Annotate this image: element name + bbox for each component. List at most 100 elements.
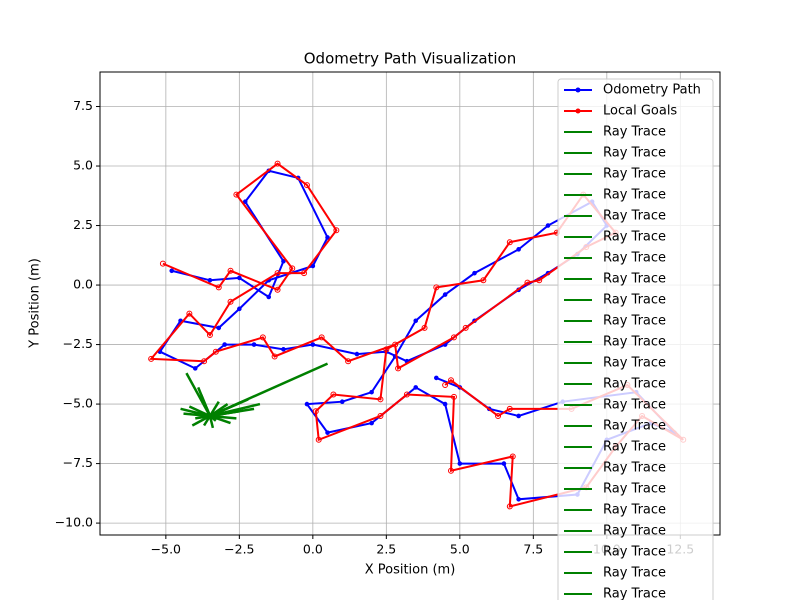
legend-label: Ray Trace <box>603 587 666 600</box>
goal-marker <box>506 239 513 246</box>
goal-marker <box>259 334 266 341</box>
chart-title: Odometry Path Visualization <box>304 50 517 68</box>
path-marker <box>222 342 227 347</box>
series-line <box>209 409 240 418</box>
goal-marker <box>377 412 384 419</box>
path-marker <box>281 347 286 352</box>
path-marker <box>325 430 330 435</box>
goal-marker <box>303 182 310 189</box>
goal-marker <box>318 334 325 341</box>
legend-label: Ray Trace <box>603 524 666 539</box>
y-tick-label: −2.5 <box>63 336 93 351</box>
goal-marker <box>524 279 531 286</box>
legend-label: Ray Trace <box>603 314 666 329</box>
legend-label: Ray Trace <box>603 398 666 413</box>
legend-label: Ray Trace <box>603 230 666 245</box>
legend-label: Ray Trace <box>603 188 666 203</box>
legend-label: Ray Trace <box>603 209 666 224</box>
path-marker <box>169 268 175 274</box>
goal-marker <box>333 227 340 234</box>
path-marker <box>442 401 448 407</box>
goal-marker <box>289 265 296 272</box>
goal-marker <box>233 191 240 198</box>
legend-label: Ray Trace <box>603 251 666 266</box>
goal-marker <box>395 365 402 372</box>
y-axis-label: Y Position (m) <box>28 258 43 349</box>
legend-label: Ray Trace <box>603 146 666 161</box>
path-marker <box>354 351 360 357</box>
goal-marker <box>301 270 308 277</box>
path-marker <box>310 342 316 347</box>
legend-label: Ray Trace <box>603 272 666 287</box>
goal-marker <box>186 310 193 317</box>
goal-marker <box>536 277 543 284</box>
path-marker <box>339 399 345 404</box>
path-marker <box>442 292 448 297</box>
goal-marker <box>450 334 457 341</box>
path-marker <box>192 366 198 371</box>
goal-marker <box>271 353 278 360</box>
x-tick-label: −5.0 <box>151 542 181 557</box>
goal-marker <box>274 286 281 293</box>
path-marker <box>516 247 521 252</box>
legend-label: Ray Trace <box>603 335 666 350</box>
path-marker <box>237 275 242 281</box>
goal-marker <box>509 453 516 460</box>
goal-marker <box>448 377 455 384</box>
path-marker <box>413 318 419 324</box>
path-marker <box>413 385 419 390</box>
goal-marker <box>206 332 213 339</box>
path-marker <box>325 235 330 240</box>
goal-marker <box>227 267 234 274</box>
goal-marker <box>392 341 399 348</box>
goal-marker <box>448 467 455 474</box>
legend-label: Ray Trace <box>603 293 666 308</box>
goal-marker <box>274 270 281 277</box>
path-marker <box>369 389 374 395</box>
goal-marker <box>148 355 155 362</box>
goal-marker <box>274 160 281 167</box>
series-line <box>191 414 211 427</box>
legend-label: Ray Trace <box>603 125 666 140</box>
y-tick-label: 7.5 <box>73 98 93 113</box>
x-tick-label: 7.5 <box>523 542 543 557</box>
y-tick-label: −7.5 <box>63 455 93 470</box>
path-marker <box>304 401 310 407</box>
y-tick-label: 5.0 <box>73 158 93 173</box>
goal-marker <box>215 284 222 291</box>
series-line <box>197 386 212 417</box>
series-line <box>203 415 212 427</box>
goal-marker <box>462 324 469 331</box>
path-marker <box>216 325 222 331</box>
legend-marker <box>575 87 581 93</box>
legend-label: Ray Trace <box>603 167 666 182</box>
legend-label: Ray Trace <box>603 440 666 455</box>
y-tick-label: −10.0 <box>55 515 93 530</box>
series-line <box>180 407 211 418</box>
path-marker <box>242 199 248 205</box>
goal-marker <box>506 503 513 510</box>
y-tick-label: 0.0 <box>73 277 93 292</box>
legend-label: Ray Trace <box>603 545 666 560</box>
x-tick-label: −2.5 <box>224 542 254 557</box>
goal-marker <box>403 391 410 398</box>
path-marker <box>237 306 242 312</box>
x-axis-label: X Position (m) <box>365 563 456 578</box>
goal-marker <box>495 412 502 419</box>
series-line <box>208 401 220 417</box>
goal-marker <box>201 358 208 365</box>
path-marker <box>472 270 477 276</box>
x-tick-label: 5.0 <box>450 542 470 557</box>
path-marker <box>207 277 213 283</box>
x-tick-label: 0.0 <box>303 542 323 557</box>
goal-marker <box>433 284 440 291</box>
plot-frame <box>99 71 721 536</box>
path-marker <box>516 496 521 502</box>
legend-label: Ray Trace <box>603 377 666 392</box>
path-marker <box>501 461 507 466</box>
goal-marker <box>315 436 322 443</box>
legend-label: Ray Trace <box>603 503 666 518</box>
x-tick-label: 2.5 <box>376 542 396 557</box>
